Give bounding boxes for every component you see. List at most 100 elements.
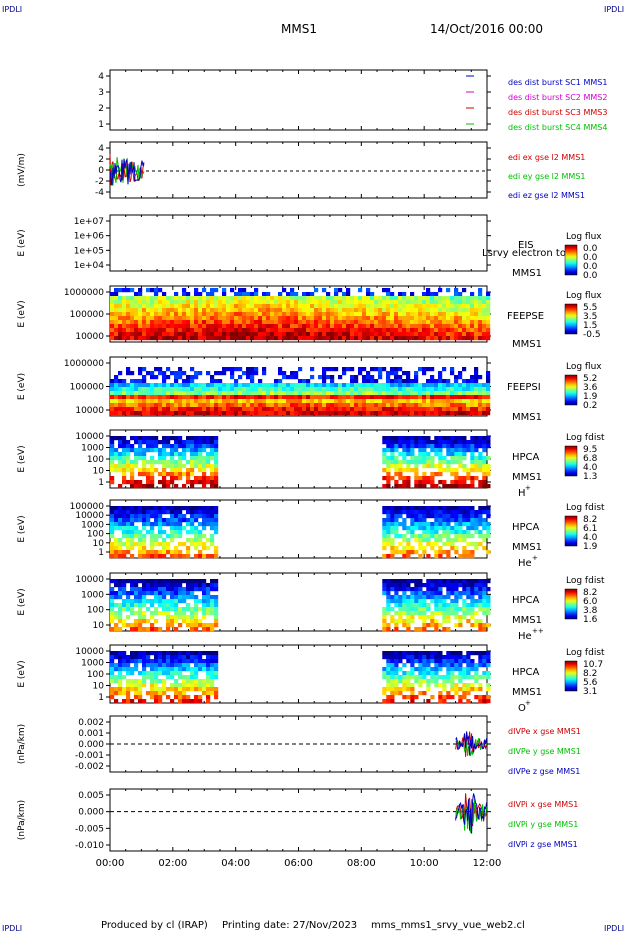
edi-ytick-label: 2 bbox=[98, 155, 104, 165]
divpe-ytick-label: 0.000 bbox=[78, 740, 104, 750]
hpca-h-cbar-tick: 1.3 bbox=[583, 472, 597, 482]
hpca-hepp-cbar-tick: 1.6 bbox=[583, 615, 598, 625]
feepsi-cbar-tick: 5.2 bbox=[583, 374, 597, 384]
x-axis-tick-label: 00:00 bbox=[96, 858, 125, 869]
hpca-o-cbar-tick: 5.6 bbox=[583, 678, 598, 688]
hpca-h-cbar-tick: 9.5 bbox=[583, 445, 597, 455]
hpca-hepp-cbar-tick: 8.2 bbox=[583, 588, 597, 598]
footer-script-name: mms_mms1_srvy_vue_web2.cl bbox=[371, 920, 525, 931]
burst-ytick-label: 3 bbox=[98, 88, 104, 98]
edi-legend-entry: edi ex gse l2 MMS1 bbox=[508, 153, 585, 162]
footer-produced-by: Produced by cl (IRAP) bbox=[101, 920, 208, 931]
edi-legend-entry: edi ez gse l2 MMS1 bbox=[508, 191, 585, 200]
x-axis-tick-label: 06:00 bbox=[284, 858, 313, 869]
hpca-he-cbar-tick: 4.0 bbox=[583, 533, 598, 543]
hpca-hepp-ytick-label: 100 bbox=[87, 606, 104, 616]
hpca-he-charge-label: + bbox=[532, 554, 538, 562]
edi-ytick-label: -4 bbox=[95, 188, 104, 198]
x-axis-tick-label: 10:00 bbox=[410, 858, 439, 869]
hpca-hepp-charge-label: ++ bbox=[532, 627, 544, 635]
hpca-h-ytick-label: 10 bbox=[93, 467, 105, 477]
hpca-o-species-label: O bbox=[518, 703, 526, 714]
x-axis-tick-label: 02:00 bbox=[158, 858, 187, 869]
hpca-o-spectrogram bbox=[110, 651, 491, 704]
hpca-h-cbar-tick: 6.8 bbox=[583, 454, 598, 464]
hpca-o-ytick-label: 100 bbox=[87, 670, 104, 680]
feepse-spacecraft-label: MMS1 bbox=[512, 339, 542, 350]
hpca-he-ytick-label: 10 bbox=[93, 539, 105, 549]
hpca-he-colorbar bbox=[564, 515, 578, 547]
hpca-h-instrument-label: HPCA bbox=[512, 452, 540, 463]
hpca-hepp-spacecraft-label: MMS1 bbox=[512, 615, 542, 626]
hpca-h-spectrogram bbox=[110, 436, 491, 489]
hpca-he-spectrogram bbox=[110, 506, 491, 559]
corner-label-bottom-left: IPDLI bbox=[2, 924, 23, 933]
feepse-ytick-label: 10000 bbox=[75, 332, 104, 342]
hpca-h-colorbar bbox=[564, 445, 578, 477]
divpi-legend-entry: dIVPi z gse MMS1 bbox=[508, 840, 578, 849]
hpca-h-ytick-label: 10000 bbox=[75, 432, 104, 442]
hpca-o-ytick-label: 10 bbox=[93, 682, 105, 692]
hpca-hepp-instrument-label: HPCA bbox=[512, 595, 540, 606]
feepse-instrument-label: FEEPSE bbox=[507, 311, 544, 322]
hpca-o-instrument-label: HPCA bbox=[512, 667, 540, 678]
divpi-ylabel: (nPa/km) bbox=[17, 800, 27, 840]
burst-ytick-label: 1 bbox=[98, 120, 104, 130]
eis-cbar-tick: 0.0 bbox=[583, 262, 598, 272]
hpca-he-instrument-label: HPCA bbox=[512, 522, 540, 533]
burst-ytick-label: 4 bbox=[98, 72, 104, 82]
divpi-ytick-label: 0.005 bbox=[78, 791, 104, 801]
hpca-o-charge-label: + bbox=[525, 699, 531, 707]
divpe-ylabel: (nPa/km) bbox=[17, 724, 27, 764]
eis-cbar-tick: 0.0 bbox=[583, 244, 598, 254]
eis-cbar-tick: 0.0 bbox=[583, 271, 598, 281]
edi-series-line bbox=[109, 157, 145, 186]
eis-ytick-label: 1e+05 bbox=[74, 246, 104, 256]
hpca-h-cbar-title: Log fdist bbox=[566, 433, 605, 443]
feepsi-cbar-tick: 1.9 bbox=[583, 392, 598, 402]
divpe-legend-entry: dIVPe z gse MMS1 bbox=[508, 767, 580, 776]
hpca-he-species-label: He bbox=[518, 558, 532, 569]
feepsi-colorbar bbox=[564, 374, 578, 406]
feepse-cbar-title: Log flux bbox=[566, 291, 602, 301]
hpca-o-ytick-label: 10000 bbox=[75, 647, 104, 657]
feepse-cbar-tick: 3.5 bbox=[583, 312, 597, 322]
divpe-ytick-label: -0.002 bbox=[75, 762, 104, 772]
hpca-o-ytick-label: 1 bbox=[98, 693, 104, 703]
hpca-hepp-cbar-tick: 6.0 bbox=[583, 597, 598, 607]
eis-cbar-tick: 0.0 bbox=[583, 253, 598, 263]
hpca-o-spacecraft-label: MMS1 bbox=[512, 687, 542, 698]
divpi-series-line bbox=[455, 793, 488, 834]
eis-ytick-label: 1e+04 bbox=[74, 261, 105, 271]
hpca-hepp-ytick-label: 10000 bbox=[75, 575, 104, 585]
hpca-hepp-ylabel: E (eV) bbox=[17, 588, 27, 615]
hpca-he-spacecraft-label: MMS1 bbox=[512, 542, 542, 553]
divpe-ytick-label: 0.002 bbox=[78, 718, 104, 728]
edi-legend-entry: edi ey gse l2 MMS1 bbox=[508, 172, 586, 181]
hpca-hepp-colorbar bbox=[564, 588, 578, 620]
footer-printing-date: Printing date: 27/Nov/2023 bbox=[222, 920, 358, 931]
edi-series-line bbox=[109, 157, 145, 186]
divpi-legend-entry: dIVPi y gse MMS1 bbox=[508, 820, 578, 829]
feepsi-ytick-label: 100000 bbox=[70, 383, 105, 393]
corner-label-bottom-right: IPDLI bbox=[604, 924, 625, 933]
hpca-o-ylabel: E (eV) bbox=[17, 660, 27, 687]
feepsi-cbar-tick: 0.2 bbox=[583, 401, 597, 411]
burst-legend-entry: des dist burst SC4 MMS4 bbox=[508, 123, 607, 132]
hpca-hepp-spectrogram bbox=[110, 579, 491, 632]
hpca-he-ytick-label: 1 bbox=[98, 548, 104, 558]
hpca-o-cbar-tick: 3.1 bbox=[583, 687, 597, 697]
hpca-he-ytick-label: 1000 bbox=[81, 520, 104, 530]
divpe-series-line bbox=[455, 731, 488, 756]
edi-frame bbox=[109, 141, 488, 199]
x-axis-tick-label: 08:00 bbox=[347, 858, 376, 869]
divpi-frame bbox=[109, 788, 488, 852]
eis-overlay-text: Lsrvy electron to bbox=[482, 248, 566, 259]
hpca-he-cbar-tick: 8.2 bbox=[583, 515, 597, 525]
feepse-cbar-tick: 1.5 bbox=[583, 321, 597, 331]
hpca-h-ytick-label: 100 bbox=[87, 455, 104, 465]
divpe-legend-entry: dIVPe x gse MMS1 bbox=[508, 727, 581, 736]
hpca-h-ylabel: E (eV) bbox=[17, 445, 27, 472]
hpca-hepp-ytick-label: 10 bbox=[93, 621, 105, 631]
burst-legend-entry: des dist burst SC1 MMS1 bbox=[508, 78, 607, 87]
